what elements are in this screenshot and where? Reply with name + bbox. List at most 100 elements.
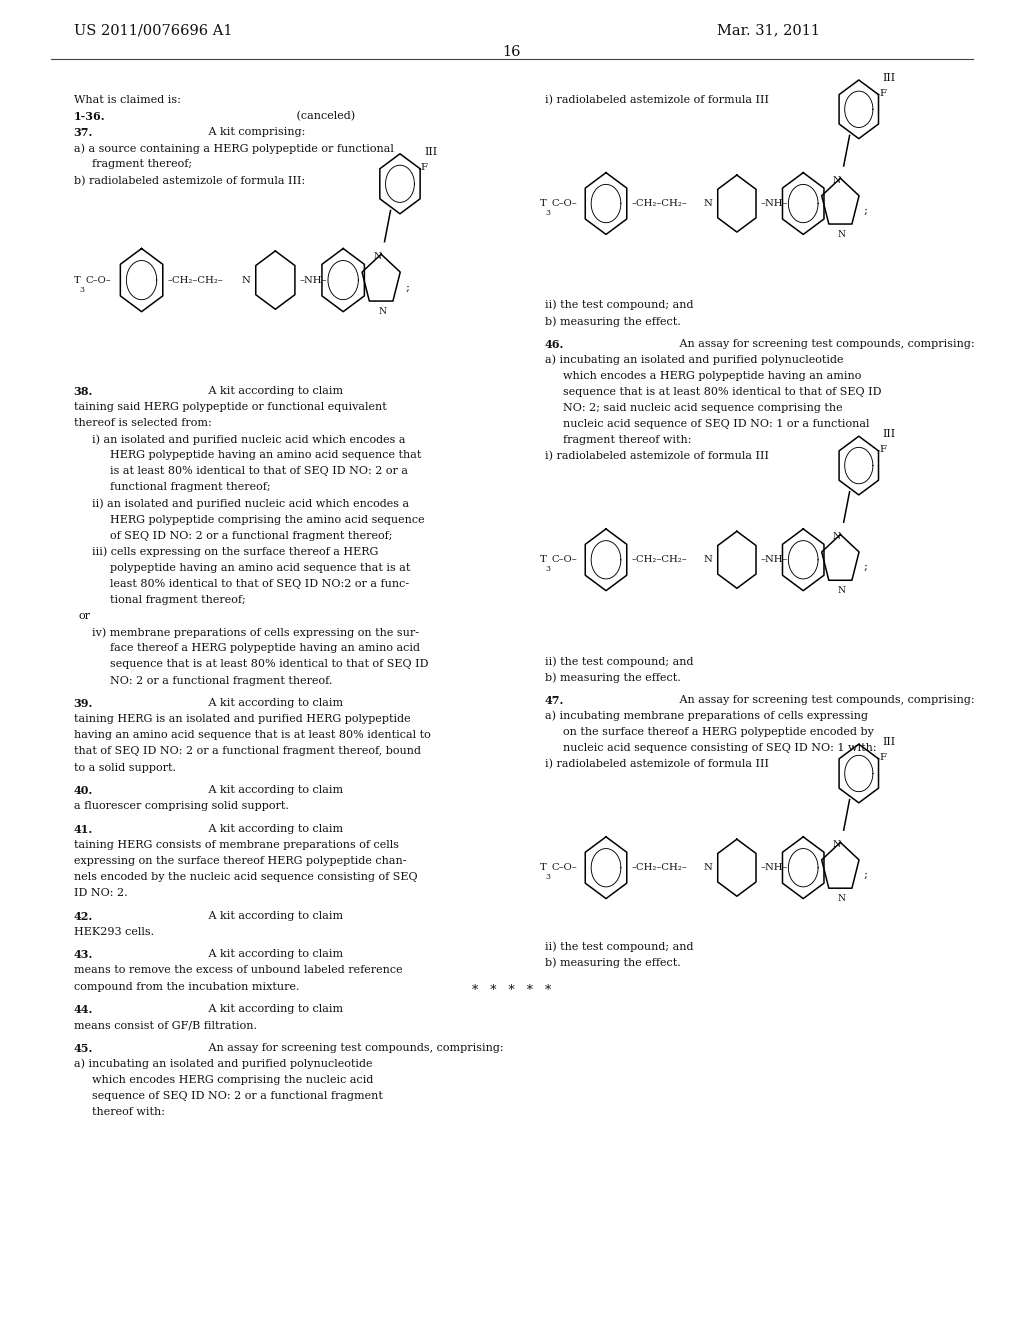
Text: 44.: 44. <box>74 1005 93 1015</box>
Text: III: III <box>424 147 437 157</box>
Text: N: N <box>838 895 846 903</box>
Text: is at least 80% identical to that of SEQ ID NO: 2 or a: is at least 80% identical to that of SEQ… <box>110 466 408 477</box>
Text: C–O–: C–O– <box>85 276 112 285</box>
Text: to a solid support.: to a solid support. <box>74 763 176 772</box>
Text: –NH–: –NH– <box>761 556 788 564</box>
Text: ;: ; <box>406 282 410 293</box>
Text: 16: 16 <box>503 45 521 59</box>
Text: polypeptide having an amino acid sequence that is at: polypeptide having an amino acid sequenc… <box>110 562 410 573</box>
Text: C–O–: C–O– <box>551 863 577 873</box>
Text: a) a source containing a HERG polypeptide or functional: a) a source containing a HERG polypeptid… <box>74 144 393 154</box>
Text: T: T <box>540 199 547 209</box>
Text: which encodes HERG comprising the nucleic acid: which encodes HERG comprising the nuclei… <box>92 1074 374 1085</box>
Text: taining HERG is an isolated and purified HERG polypeptide: taining HERG is an isolated and purified… <box>74 714 411 725</box>
Text: An assay for screening test compounds, comprising:: An assay for screening test compounds, c… <box>676 694 975 705</box>
Text: N: N <box>242 276 250 285</box>
Text: ii) the test compound; and: ii) the test compound; and <box>545 656 693 667</box>
Text: III: III <box>883 737 896 747</box>
Text: C–O–: C–O– <box>551 556 577 564</box>
Text: III: III <box>883 73 896 83</box>
Text: N: N <box>833 532 841 541</box>
Text: or: or <box>79 611 91 622</box>
Text: N: N <box>373 252 381 261</box>
Text: A kit according to claim: A kit according to claim <box>205 785 347 795</box>
Text: a) incubating an isolated and purified polynucleotide: a) incubating an isolated and purified p… <box>545 355 844 366</box>
Text: F: F <box>880 445 887 454</box>
Text: thereof with:: thereof with: <box>92 1107 165 1117</box>
Text: A kit according to claim: A kit according to claim <box>205 385 347 396</box>
Text: 39.: 39. <box>74 698 93 709</box>
Text: b) measuring the effect.: b) measuring the effect. <box>545 672 681 682</box>
Text: –NH–: –NH– <box>761 199 788 209</box>
Text: N: N <box>378 308 386 317</box>
Text: a) incubating membrane preparations of cells expressing: a) incubating membrane preparations of c… <box>545 711 867 722</box>
Text: 3: 3 <box>80 286 85 294</box>
Text: of SEQ ID NO: 2 or a functional fragment thereof;: of SEQ ID NO: 2 or a functional fragment… <box>110 531 392 541</box>
Text: –CH₂–CH₂–: –CH₂–CH₂– <box>632 556 687 564</box>
Text: ;: ; <box>864 870 867 880</box>
Text: nucleic acid sequence of SEQ ID NO: 1 or a functional: nucleic acid sequence of SEQ ID NO: 1 or… <box>563 418 869 429</box>
Text: A kit according to claim: A kit according to claim <box>205 1005 347 1014</box>
Text: F: F <box>421 162 428 172</box>
Text: expressing on the surface thereof HERG polypeptide chan-: expressing on the surface thereof HERG p… <box>74 855 407 866</box>
Text: –NH–: –NH– <box>761 863 788 873</box>
Text: –NH–: –NH– <box>300 276 328 285</box>
Text: face thereof a HERG polypeptide having an amino acid: face thereof a HERG polypeptide having a… <box>110 643 420 653</box>
Text: 41.: 41. <box>74 824 93 834</box>
Text: 3: 3 <box>546 565 551 573</box>
Text: iv) membrane preparations of cells expressing on the sur-: iv) membrane preparations of cells expre… <box>92 627 419 638</box>
Text: 42.: 42. <box>74 911 93 921</box>
Text: NO: 2 or a functional fragment thereof.: NO: 2 or a functional fragment thereof. <box>110 676 332 685</box>
Text: N: N <box>833 176 841 185</box>
Text: Mar. 31, 2011: Mar. 31, 2011 <box>717 24 820 38</box>
Text: sequence that is at least 80% identical to that of SEQ ID: sequence that is at least 80% identical … <box>110 660 428 669</box>
Text: iii) cells expressing on the surface thereof a HERG: iii) cells expressing on the surface the… <box>92 546 379 557</box>
Text: 3: 3 <box>546 874 551 882</box>
Text: N: N <box>703 199 713 209</box>
Text: a) incubating an isolated and purified polynucleotide: a) incubating an isolated and purified p… <box>74 1059 373 1069</box>
Text: T: T <box>540 556 547 564</box>
Text: US 2011/0076696 A1: US 2011/0076696 A1 <box>74 24 232 38</box>
Text: C–O–: C–O– <box>551 199 577 209</box>
Text: ii) the test compound; and: ii) the test compound; and <box>545 300 693 310</box>
Text: 43.: 43. <box>74 949 93 961</box>
Text: i) radiolabeled astemizole of formula III: i) radiolabeled astemizole of formula II… <box>545 759 769 770</box>
Text: means to remove the excess of unbound labeled reference: means to remove the excess of unbound la… <box>74 965 402 975</box>
Text: A kit according to claim: A kit according to claim <box>205 911 347 920</box>
Text: b) measuring the effect.: b) measuring the effect. <box>545 315 681 326</box>
Text: fragment thereof;: fragment thereof; <box>92 160 193 169</box>
Text: taining HERG consists of membrane preparations of cells: taining HERG consists of membrane prepar… <box>74 840 398 850</box>
Text: i) an isolated and purified nucleic acid which encodes a: i) an isolated and purified nucleic acid… <box>92 434 406 445</box>
Text: 3: 3 <box>546 209 551 216</box>
Text: N: N <box>703 556 713 564</box>
Text: 1-36.: 1-36. <box>74 111 105 123</box>
Text: –CH₂–CH₂–: –CH₂–CH₂– <box>632 199 687 209</box>
Text: HERG polypeptide comprising the amino acid sequence: HERG polypeptide comprising the amino ac… <box>110 515 424 524</box>
Text: ;: ; <box>864 562 867 573</box>
Text: F: F <box>880 752 887 762</box>
Text: F: F <box>880 88 887 98</box>
Text: (canceled): (canceled) <box>293 111 355 121</box>
Text: What is claimed is:: What is claimed is: <box>74 95 180 106</box>
Text: –CH₂–CH₂–: –CH₂–CH₂– <box>168 276 223 285</box>
Text: 40.: 40. <box>74 785 93 796</box>
Text: HEK293 cells.: HEK293 cells. <box>74 927 154 937</box>
Text: A kit according to claim: A kit according to claim <box>205 824 347 834</box>
Text: sequence that is at least 80% identical to that of SEQ ID: sequence that is at least 80% identical … <box>563 387 882 397</box>
Text: sequence of SEQ ID NO: 2 or a functional fragment: sequence of SEQ ID NO: 2 or a functional… <box>92 1092 383 1101</box>
Text: A kit according to claim: A kit according to claim <box>205 698 347 708</box>
Text: N: N <box>838 586 846 595</box>
Text: that of SEQ ID NO: 2 or a functional fragment thereof, bound: that of SEQ ID NO: 2 or a functional fra… <box>74 746 421 756</box>
Text: b) radiolabeled astemizole of formula III:: b) radiolabeled astemizole of formula II… <box>74 176 305 186</box>
Text: –CH₂–CH₂–: –CH₂–CH₂– <box>632 863 687 873</box>
Text: compound from the incubation mixture.: compound from the incubation mixture. <box>74 982 299 991</box>
Text: N: N <box>838 230 846 239</box>
Text: III: III <box>883 429 896 440</box>
Text: i) radiolabeled astemizole of formula III: i) radiolabeled astemizole of formula II… <box>545 451 769 462</box>
Text: NO: 2; said nucleic acid sequence comprising the: NO: 2; said nucleic acid sequence compri… <box>563 403 843 413</box>
Text: 37.: 37. <box>74 127 93 139</box>
Text: on the surface thereof a HERG polypeptide encoded by: on the surface thereof a HERG polypeptid… <box>563 727 874 737</box>
Text: thereof is selected from:: thereof is selected from: <box>74 418 212 428</box>
Text: A kit comprising:: A kit comprising: <box>205 127 305 137</box>
Text: A kit according to claim: A kit according to claim <box>205 949 347 960</box>
